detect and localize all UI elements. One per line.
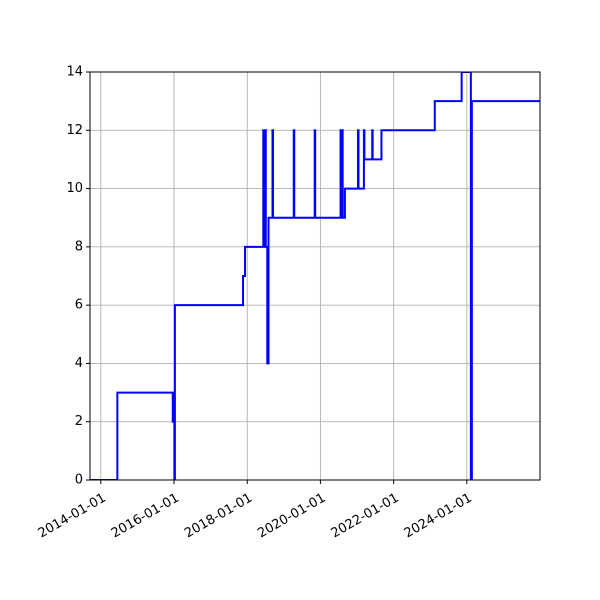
y-tick-label: 6 xyxy=(75,298,83,313)
y-tick-label: 2 xyxy=(75,414,83,429)
y-tick-label: 0 xyxy=(75,473,83,488)
plot-area xyxy=(90,72,540,480)
y-tick-label: 12 xyxy=(66,123,83,138)
axes-frame xyxy=(89,71,541,481)
x-tick-label: 2020-01-01 xyxy=(255,491,328,542)
y-tick-label: 10 xyxy=(66,181,83,196)
series-line xyxy=(90,72,540,480)
x-tick-label: 2018-01-01 xyxy=(182,491,255,542)
x-tick-label: 2022-01-01 xyxy=(329,491,402,542)
y-tick-label: 4 xyxy=(75,356,83,371)
axis-ticks: 2014-01-01 2016-01-01 2018-01-01 2020-01-01… xyxy=(36,65,475,542)
x-tick-label: 2024-01-01 xyxy=(402,491,475,542)
y-tick-label: 8 xyxy=(75,239,83,254)
y-tick-label: 14 xyxy=(66,65,83,80)
x-tick-label: 2014-01-01 xyxy=(36,491,109,542)
x-tick-label: 2016-01-01 xyxy=(109,491,182,542)
